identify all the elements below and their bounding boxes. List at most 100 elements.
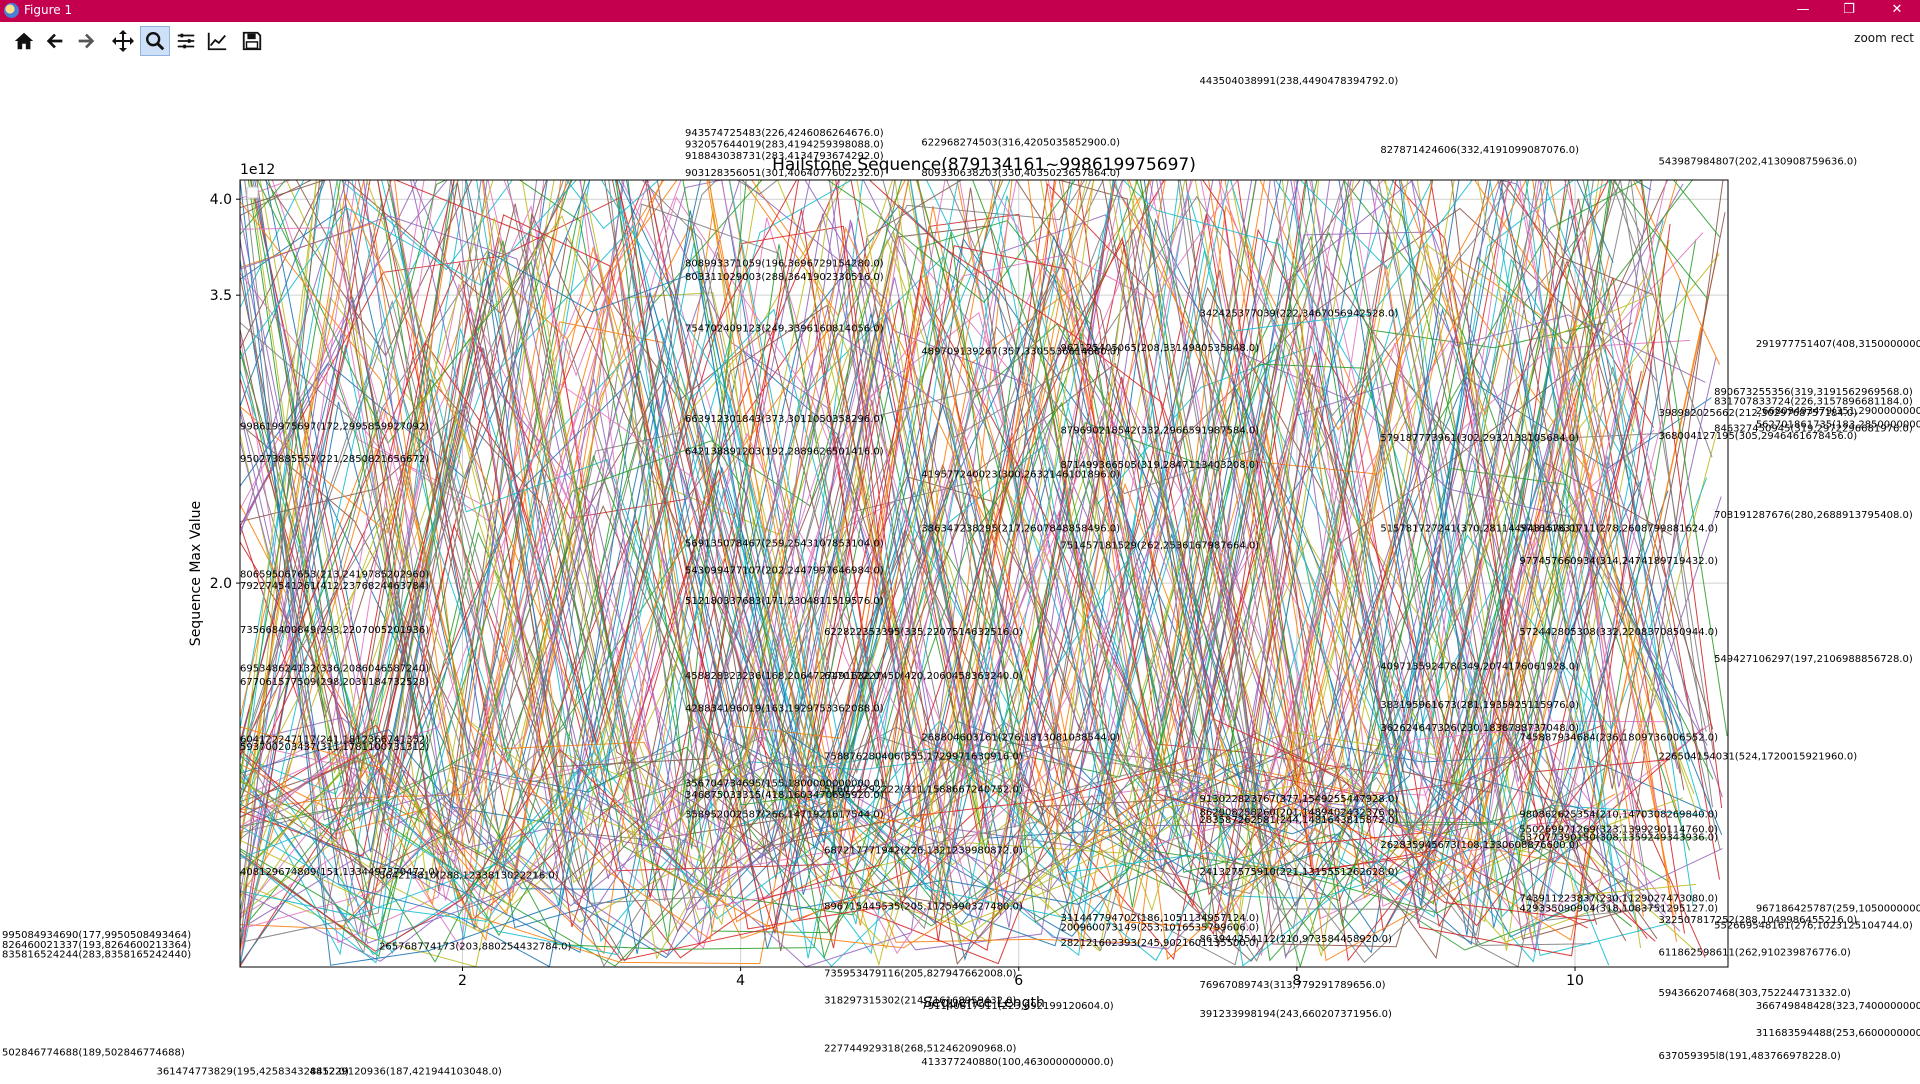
close-button[interactable]: ✕	[1891, 2, 1903, 17]
toolbar-status-text: zoom rect	[1854, 31, 1914, 45]
series-line	[240, 180, 1667, 825]
home-button[interactable]	[10, 27, 38, 55]
forward-button[interactable]	[72, 27, 100, 55]
series-line	[240, 180, 1681, 848]
point-annotation: 593700203437(311,1781100731312)	[240, 742, 429, 753]
figure-canvas[interactable]: 2 4 6 8 10 2.0 3.5 4.0 1e12 Hailstone Sequence(87…	[0, 60, 1920, 1080]
series-line	[240, 180, 1643, 955]
series-line	[240, 239, 1697, 951]
point-annotation: 398982025662(212,3029768757184.0)	[1658, 408, 1857, 419]
back-button[interactable]	[41, 27, 69, 55]
point-annotation: 226504154031(524,1720015921960.0)	[1658, 752, 1857, 763]
plot-frame	[239, 179, 1729, 968]
series-line	[240, 180, 1673, 962]
x-tick-label: 8	[1292, 973, 1301, 989]
point-annotation: 622968274503(316,4205035852900.0)	[921, 137, 1120, 148]
series-line	[240, 180, 1640, 966]
matplotlib-app-icon	[4, 3, 19, 18]
series-line	[240, 180, 1704, 959]
series-line	[240, 180, 1653, 829]
point-annotation: 751457181529(262,2536167987664.0)	[1060, 541, 1259, 552]
point-annotation: 266809493479(351,2900000000000.0)	[1756, 406, 1920, 417]
series-line	[240, 180, 1721, 937]
series-line	[256, 180, 1645, 910]
minimize-button[interactable]: —	[1796, 2, 1810, 17]
forward-arrow-icon	[78, 33, 95, 49]
point-annotation: 622822353395(335,2207514632516.0)	[824, 627, 1023, 638]
point-annotation: 571641831711(278,2608799881624.0)	[1519, 523, 1718, 534]
series-line	[240, 180, 1618, 904]
series-line	[240, 180, 1667, 833]
series-line	[346, 180, 1658, 939]
point-annotation: 291977751407(408,3150000000000.0)	[1756, 339, 1920, 350]
navigation-toolbar: zoom rect	[0, 22, 1920, 60]
restore-button[interactable]: ❐	[1843, 2, 1855, 17]
point-annotation: 950273885557(221,2850821656672)	[240, 454, 429, 465]
point-annotation: 903128356051(301,4064077602232.0)	[685, 168, 884, 179]
back-arrow-icon	[46, 33, 63, 49]
point-annotation: 419577240023(300,2632146101896.0)	[921, 470, 1120, 481]
point-annotation: 443504038991(238,4490478394792.0)	[1200, 76, 1399, 87]
series-line	[240, 180, 1713, 826]
point-annotation: 846327450945(319,2972296681976.0)	[1714, 423, 1913, 434]
zoom-button[interactable]	[140, 26, 170, 56]
save-figure-button[interactable]	[238, 27, 266, 55]
series-line	[240, 180, 1726, 933]
point-annotation: 569135078467(259,2543107853104.0)	[685, 539, 884, 550]
series-line	[240, 180, 1714, 967]
point-annotation: 663912301843(373,3011050358296.0)	[685, 414, 884, 425]
point-annotation: 391233998194(243,660207371956.0)	[1200, 1009, 1392, 1020]
series-line	[240, 180, 1644, 965]
point-annotation: 311683594488(253,660000000000.0)	[1756, 1028, 1920, 1039]
hailstone-line-chart[interactable]: 2 4 6 8 10 2.0 3.5 4.0 1e12 Hailstone Sequence(87…	[0, 60, 1920, 1080]
series-line	[240, 180, 1611, 967]
series-line	[240, 180, 1723, 962]
configure-subplots-button[interactable]	[172, 27, 200, 55]
series-line	[240, 180, 1606, 960]
point-annotation: 413377240880(100,463000000000.0)	[921, 1057, 1113, 1068]
point-annotation: 564213810(288,1233813022216.0)	[379, 871, 559, 882]
series-line	[240, 180, 1595, 907]
point-annotation: 481229120936(187,421944103048.0)	[310, 1066, 502, 1077]
series-line	[240, 180, 1593, 957]
annotation-group: 443504038991(238,4490478394792.0) 9435747…	[2, 76, 1920, 1077]
series-line	[240, 180, 1529, 940]
series-line	[249, 180, 1655, 863]
point-annotation: 913022823767(377,1549255447928.0)	[1200, 794, 1399, 805]
point-annotation: 998619975697(172,2995859927092)	[240, 422, 429, 433]
series-line	[240, 180, 1690, 965]
point-annotation: 835816524244(283,8358165242440)	[2, 949, 191, 960]
point-annotation: 552669548161(276,1023125104744.0)	[1714, 921, 1913, 932]
point-annotation: 366749848428(323,740000000000.0)	[1756, 1001, 1920, 1012]
series-line	[240, 180, 1611, 967]
point-annotation: 268804603161(276,1813081038544.0)	[921, 732, 1120, 743]
series-line	[252, 180, 1624, 892]
series-line	[240, 180, 1678, 965]
edit-axis-icon	[207, 32, 227, 51]
point-annotation: 687217771942(226,1321239980872.0)	[824, 846, 1023, 857]
pan-button[interactable]	[109, 27, 137, 55]
series-line	[250, 180, 1644, 897]
point-annotation: 803311029003(288,3641902330516.0)	[685, 272, 884, 283]
series-line	[240, 180, 1723, 911]
series-line	[240, 180, 1702, 942]
point-annotation: 241327575910(221,1315551262628.0)	[1200, 867, 1399, 878]
series-group	[240, 180, 1728, 967]
series-line	[240, 180, 1619, 957]
point-annotation: 579187773961(302,2932138105684.0)	[1380, 433, 1579, 444]
series-line	[240, 180, 1627, 942]
point-annotation: 977457660934(314,2474189719432.0)	[1519, 556, 1718, 567]
x-axis-label: Sequence Length	[923, 995, 1045, 1011]
point-annotation: 918843038731(283,4134793674292.0)	[685, 151, 884, 162]
point-annotation: 283587262581(244,1481643815872.0)	[1200, 815, 1399, 826]
point-annotation: 76967089743(313,779291789656.0)	[1200, 980, 1386, 991]
series-line	[240, 180, 1717, 950]
edit-axis-button[interactable]	[203, 27, 231, 55]
series-line	[240, 180, 1614, 967]
save-icon	[242, 31, 262, 51]
point-annotation: 758876280406(355,1729971630916.0)	[824, 752, 1023, 763]
point-annotation: 792274541261(412,2376824463784)	[240, 581, 429, 592]
series-line	[254, 180, 1723, 895]
series-line	[240, 217, 1697, 944]
point-annotation: 594366207468(303,752244731332.0)	[1658, 988, 1850, 999]
